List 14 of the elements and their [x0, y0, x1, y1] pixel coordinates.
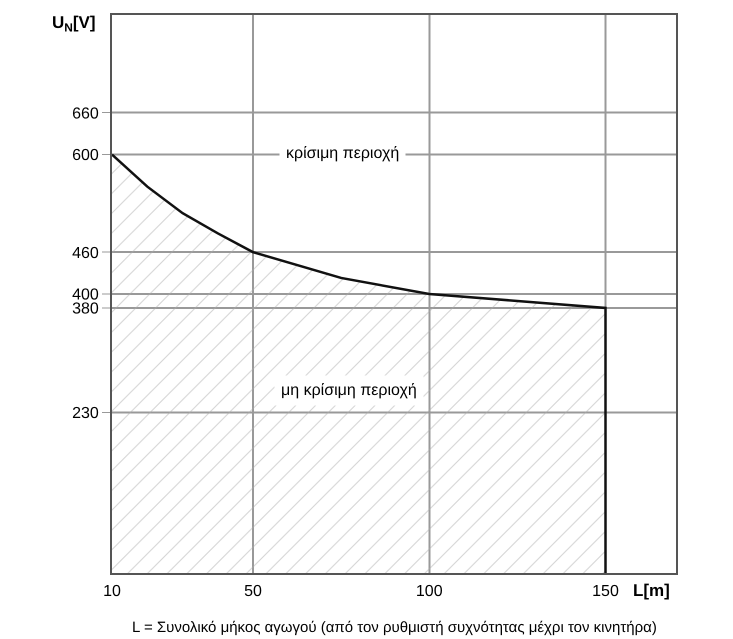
- y-tick-label: 380: [72, 300, 99, 318]
- y-tick-label: 230: [72, 405, 99, 422]
- text: L = Συνολικό μήκος αγωγού (από τον ρυθμιστή συχνότητας μέχρι τον κινητήρα): [132, 619, 657, 636]
- annotation: κρίσιμη περιοχή: [286, 145, 400, 162]
- y-tick-label: 660: [72, 105, 99, 122]
- y-tick-label: 600: [72, 147, 99, 164]
- y-axis-title: U$_{N}$[V]: [52, 13, 96, 35]
- x-tick-label: 50: [244, 583, 262, 600]
- x-tick-label: 10: [103, 583, 121, 600]
- x-axis-title: L[m]: [633, 581, 670, 600]
- x-tick-label: 150: [592, 583, 619, 600]
- y-tick-label: 460: [72, 244, 99, 262]
- x-tick-label: 100: [416, 583, 443, 600]
- annotation: μη κρίσιμη περιοχή: [281, 382, 417, 399]
